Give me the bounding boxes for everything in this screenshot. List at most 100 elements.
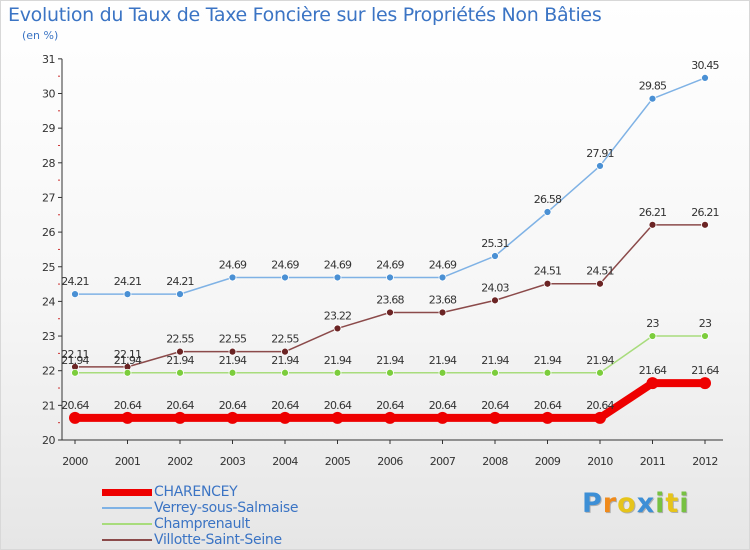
- logo-letter: i: [679, 488, 690, 519]
- data-label: 21.94: [586, 354, 614, 367]
- data-label: 24.51: [534, 265, 562, 278]
- data-label: 24.69: [429, 258, 457, 271]
- logo-letter: i: [655, 488, 666, 519]
- data-label: 23.68: [429, 293, 457, 306]
- legend-swatch: [102, 507, 152, 509]
- data-label: 21.94: [534, 354, 562, 367]
- legend-item: Champrenault: [102, 516, 362, 532]
- data-point: [279, 411, 291, 424]
- data-label: 20.64: [324, 399, 352, 412]
- data-label: 23: [646, 317, 659, 330]
- data-label: 20.64: [481, 399, 509, 412]
- y-tick-label: 27: [42, 191, 55, 204]
- data-label: 24.69: [271, 258, 299, 271]
- data-label: 22.55: [219, 333, 247, 346]
- data-point: [121, 411, 134, 424]
- legend-swatch: [102, 539, 152, 541]
- data-label: 21.94: [481, 354, 509, 367]
- data-point: [281, 347, 289, 356]
- data-point: [71, 368, 79, 377]
- legend-swatch: [102, 523, 152, 525]
- y-tick-label: 29: [42, 122, 55, 135]
- legend-label: CHARENCEY: [154, 484, 238, 500]
- legend-item: Verrey-sous-Salmaise: [102, 500, 362, 516]
- data-point: [386, 368, 394, 377]
- data-label: 24.21: [61, 275, 89, 288]
- x-tick-label: 2010: [587, 455, 613, 468]
- data-point: [596, 279, 604, 288]
- data-point: [123, 368, 132, 377]
- data-label: 24.69: [376, 258, 404, 271]
- data-point: [333, 368, 342, 377]
- data-label: 21.94: [376, 354, 404, 367]
- data-point: [701, 332, 709, 340]
- data-label: 20.64: [114, 399, 142, 412]
- data-label: 21.94: [219, 354, 247, 367]
- y-tick-label: 31: [42, 53, 55, 66]
- data-point: [701, 74, 709, 82]
- data-label: 30.45: [691, 59, 719, 72]
- data-label: 21.64: [639, 364, 667, 377]
- data-point: [491, 296, 499, 305]
- data-point: [648, 332, 657, 340]
- data-point: [71, 290, 79, 299]
- x-tick-label: 2009: [535, 455, 561, 468]
- legend-swatch: [102, 488, 152, 496]
- data-point: [648, 94, 657, 103]
- y-tick-label: 25: [42, 261, 55, 274]
- data-point: [333, 324, 342, 333]
- x-tick-label: 2001: [115, 455, 141, 468]
- proxiti-logo: Proxiti: [582, 488, 690, 519]
- data-label: 24.03: [481, 281, 509, 294]
- data-label: 20.64: [376, 399, 404, 412]
- logo-letter: t: [665, 488, 680, 519]
- data-point: [543, 368, 552, 377]
- data-point: [699, 377, 711, 390]
- data-label: 22.11: [61, 348, 89, 361]
- data-point: [436, 411, 449, 424]
- data-label: 20.64: [586, 399, 614, 412]
- data-label: 21.94: [166, 354, 194, 367]
- data-point: [594, 411, 606, 424]
- data-point: [489, 411, 501, 424]
- data-point: [438, 273, 447, 282]
- data-label: 21.94: [324, 354, 352, 367]
- data-label: 29.85: [639, 80, 667, 93]
- x-tick-label: 2002: [167, 455, 193, 468]
- data-label: 23.22: [324, 309, 352, 322]
- x-tick-label: 2005: [325, 455, 351, 468]
- data-point: [386, 273, 394, 282]
- data-label: 21.94: [61, 354, 89, 367]
- data-label: 20.64: [271, 399, 299, 412]
- legend-label: Villotte-Saint-Seine: [154, 532, 282, 548]
- logo-letter: P: [582, 488, 603, 519]
- data-point: [69, 411, 81, 424]
- data-point: [701, 220, 709, 229]
- legend-item: Villotte-Saint-Seine: [102, 532, 362, 548]
- data-point: [281, 368, 289, 377]
- legend-item: CHARENCEY: [102, 484, 362, 500]
- legend-label: Verrey-sous-Salmaise: [154, 500, 299, 516]
- logo-letter: r: [602, 488, 618, 519]
- data-point: [281, 273, 289, 282]
- data-label: 21.94: [429, 354, 457, 367]
- y-tick-label: 30: [42, 88, 55, 101]
- data-point: [176, 290, 184, 299]
- data-label: 26.21: [639, 206, 667, 219]
- x-tick-label: 2000: [62, 455, 88, 468]
- logo-letter: x: [636, 488, 656, 519]
- data-point: [123, 290, 132, 299]
- data-label: 27.91: [586, 147, 614, 160]
- x-tick-label: 2012: [692, 455, 718, 468]
- data-point: [386, 308, 394, 317]
- data-label: 21.64: [691, 364, 719, 377]
- data-point: [491, 252, 499, 260]
- data-point: [541, 411, 554, 424]
- x-tick-label: 2003: [220, 455, 246, 468]
- data-label: 24.21: [166, 275, 194, 288]
- data-point: [228, 347, 237, 356]
- x-tick-label: 2004: [272, 455, 298, 468]
- y-tick-label: 26: [42, 226, 55, 239]
